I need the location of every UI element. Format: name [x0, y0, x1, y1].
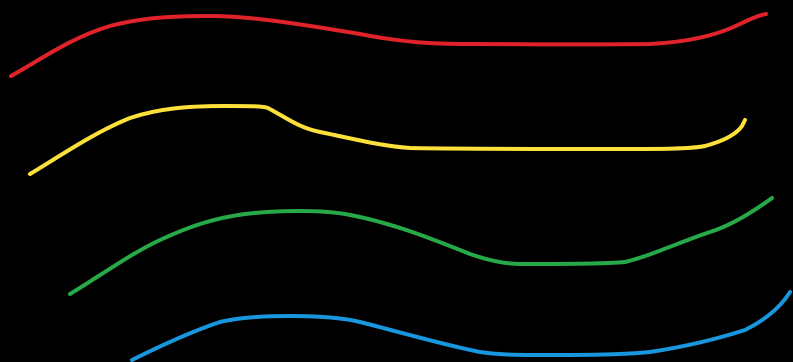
red-wave-line: [9, 12, 768, 78]
yellow-wave-line: [28, 104, 747, 176]
green-wave-line: [68, 196, 774, 296]
blue-wave-line: [130, 290, 792, 362]
